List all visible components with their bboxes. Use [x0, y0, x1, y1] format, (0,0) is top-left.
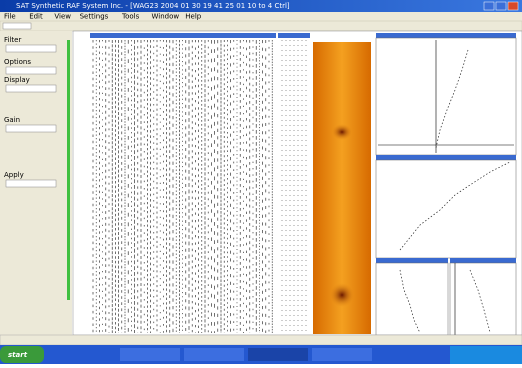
panel-header: [376, 33, 516, 38]
menu-item[interactable]: Edit: [29, 13, 43, 21]
screenshot: SAT Synthetic RAF System Inc. - [WAG23 2…: [0, 0, 522, 364]
menu-item[interactable]: View: [54, 13, 71, 21]
menu-item[interactable]: Help: [185, 13, 202, 21]
menu-item[interactable]: File: [4, 13, 16, 21]
maximize-button[interactable]: [496, 2, 506, 10]
plot-panel: [376, 38, 516, 155]
task-button[interactable]: [184, 348, 244, 361]
menu-bar: [0, 12, 522, 21]
minimize-button[interactable]: [484, 2, 494, 10]
panel-label: Options: [4, 58, 31, 66]
task-button[interactable]: [248, 348, 308, 361]
task-button[interactable]: [120, 348, 180, 361]
panel-control[interactable]: [6, 180, 56, 187]
toolbar: [0, 21, 522, 31]
menu-item[interactable]: Tools: [121, 13, 140, 21]
plot-panel: [376, 160, 516, 258]
start-label: start: [8, 351, 28, 359]
panel-label: Gain: [4, 116, 20, 124]
status-bar: [0, 335, 522, 345]
task-button[interactable]: [312, 348, 372, 361]
panel-control[interactable]: [6, 85, 56, 92]
panel-header: [376, 155, 516, 160]
plot-panel: [376, 263, 448, 335]
menu-item[interactable]: Settings: [80, 13, 109, 21]
panel-control[interactable]: [6, 125, 56, 132]
amplitude-spot: [330, 283, 354, 307]
plot-panel: [450, 263, 516, 335]
panel-label: Apply: [4, 171, 24, 179]
amplitude-spot: [332, 124, 352, 140]
panel-header: [450, 258, 516, 263]
window-title: SAT Synthetic RAF System Inc. - [WAG23 2…: [16, 2, 290, 10]
system-tray: [450, 346, 522, 364]
panel-label: Filter: [4, 36, 21, 44]
panel-control[interactable]: [6, 67, 56, 74]
menu-item[interactable]: Window: [152, 13, 180, 21]
panel-label: Display: [4, 76, 30, 84]
progress-strip: [67, 40, 70, 300]
panel-header: [90, 33, 276, 38]
toolbar-combo[interactable]: [3, 23, 31, 29]
panel-header: [376, 258, 448, 263]
panel-control[interactable]: [6, 45, 56, 52]
panel-header: [278, 33, 310, 38]
close-button[interactable]: [508, 2, 518, 10]
